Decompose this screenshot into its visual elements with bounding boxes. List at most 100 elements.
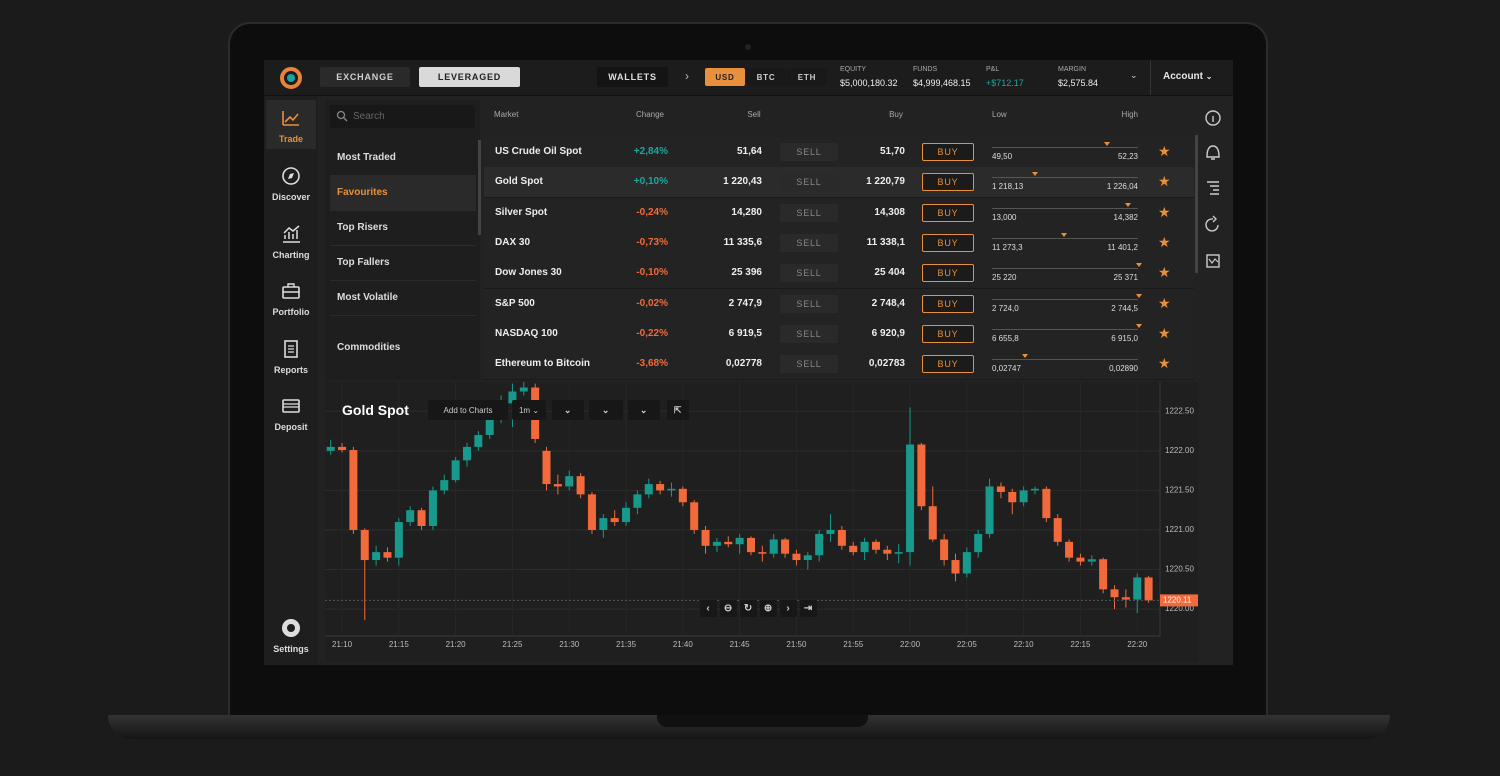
history-icon[interactable] bbox=[1205, 215, 1219, 232]
chevron-down[interactable]: ⌄ bbox=[1130, 70, 1138, 80]
favourite-star[interactable]: ★ bbox=[1158, 233, 1171, 250]
buy-button[interactable]: BUY bbox=[922, 294, 974, 313]
indicators[interactable]: ⌄ bbox=[589, 400, 623, 420]
favourite-star[interactable]: ★ bbox=[1158, 324, 1171, 341]
currency-usd[interactable]: USD bbox=[705, 68, 745, 86]
category-item[interactable]: Commodities bbox=[337, 342, 401, 353]
table-row[interactable] bbox=[484, 349, 1194, 381]
report-icon[interactable] bbox=[1206, 254, 1220, 268]
favourite-star[interactable]: ★ bbox=[1158, 143, 1171, 159]
nav-button[interactable]: ‹ bbox=[700, 600, 717, 617]
sidebar-label[interactable]: Trade bbox=[278, 134, 303, 144]
buy-button[interactable]: BUY bbox=[922, 143, 974, 161]
change: -0,24% bbox=[636, 206, 668, 218]
category-active bbox=[330, 176, 476, 210]
bell-icon[interactable] bbox=[1206, 145, 1220, 160]
currency-btc[interactable]: BTC bbox=[746, 68, 786, 86]
buy-button[interactable]: BUY bbox=[922, 233, 974, 252]
search-icon bbox=[336, 110, 348, 122]
sidebar-icon[interactable] bbox=[280, 107, 302, 129]
favourite-star[interactable]: ★ bbox=[1158, 173, 1171, 190]
category-item[interactable]: Most Volatile bbox=[337, 292, 398, 303]
favourite-star[interactable]: ★ bbox=[1158, 355, 1171, 372]
sell-button[interactable]: SELL bbox=[780, 203, 838, 222]
sidebar-icon[interactable] bbox=[280, 395, 302, 417]
sell-button[interactable]: SELL bbox=[780, 324, 838, 343]
nav-button[interactable]: ⇥ bbox=[800, 600, 817, 617]
add-to-charts[interactable]: Add to Charts bbox=[428, 400, 508, 420]
sell-button[interactable]: SELL bbox=[780, 264, 838, 283]
market-name: US Crude Oil Spot bbox=[495, 146, 582, 157]
currency-eth[interactable]: ETH bbox=[787, 68, 827, 86]
account-menu[interactable]: Account ⌄ bbox=[1163, 71, 1212, 82]
candle-body bbox=[894, 552, 903, 554]
favourite-star[interactable]: ★ bbox=[1158, 203, 1171, 220]
nav-button[interactable]: ⊕ bbox=[760, 600, 777, 617]
buy-price: 51,70 bbox=[879, 146, 905, 157]
search-box[interactable] bbox=[330, 105, 475, 128]
sell-button[interactable]: SELL bbox=[780, 233, 838, 252]
settings-icon[interactable] bbox=[280, 617, 302, 639]
x-tick-label: 21:45 bbox=[730, 640, 751, 649]
candle-body bbox=[951, 560, 960, 574]
favourite-star[interactable]: ★ bbox=[1158, 264, 1171, 281]
candle-body bbox=[724, 541, 733, 545]
candle-body bbox=[326, 446, 335, 451]
sidebar-icon[interactable] bbox=[280, 165, 302, 187]
drawing-tools[interactable]: ⌄ bbox=[628, 400, 660, 420]
sidebar-label[interactable]: Discover bbox=[271, 192, 311, 202]
low-price: 11 273,3 bbox=[992, 242, 1023, 252]
chevron-right[interactable]: › bbox=[685, 69, 689, 83]
info-icon[interactable] bbox=[1205, 110, 1221, 126]
high-price: 11 401,2 bbox=[1107, 242, 1138, 252]
category-item[interactable]: Top Fallers bbox=[337, 257, 390, 268]
category-item[interactable]: Most Traded bbox=[337, 152, 396, 163]
candle-body bbox=[667, 488, 676, 491]
x-tick-label: 21:40 bbox=[673, 640, 694, 649]
sidebar-icon[interactable] bbox=[280, 223, 302, 245]
buy-button[interactable]: BUY bbox=[922, 355, 974, 374]
sell-button[interactable]: SELL bbox=[780, 173, 838, 192]
tab-leveraged[interactable]: LEVERAGED bbox=[419, 67, 520, 87]
buy-button[interactable]: BUY bbox=[922, 173, 974, 192]
candle-body bbox=[451, 460, 460, 481]
favourite-star[interactable]: ★ bbox=[1158, 294, 1171, 311]
candle-body bbox=[860, 541, 869, 553]
buy-button[interactable]: BUY bbox=[922, 203, 974, 222]
buy-price: 6 920,9 bbox=[871, 327, 905, 339]
icon bbox=[1208, 258, 1219, 264]
category-item[interactable]: Top Risers bbox=[337, 222, 388, 233]
candle-body bbox=[678, 488, 687, 503]
category-item[interactable]: Favourites bbox=[337, 187, 388, 198]
buy-price: 25 404 bbox=[874, 267, 905, 279]
buy-button[interactable]: BUY bbox=[922, 324, 974, 343]
sidebar-label[interactable]: Deposit bbox=[274, 422, 308, 432]
column-header: Sell bbox=[747, 110, 761, 119]
list-icon[interactable] bbox=[1207, 181, 1219, 195]
sidebar-label[interactable]: Portfolio bbox=[272, 307, 310, 317]
tab-exchange[interactable]: EXCHANGE bbox=[320, 67, 410, 87]
sidebar-icon[interactable] bbox=[280, 338, 302, 360]
table-row[interactable] bbox=[484, 137, 1194, 168]
interval-select[interactable]: 1m ⌄ bbox=[512, 400, 546, 420]
sell-button[interactable]: SELL bbox=[780, 355, 838, 374]
sidebar-label[interactable]: Charting bbox=[272, 250, 310, 260]
nav-button[interactable]: ⊖ bbox=[720, 600, 737, 617]
sell-button[interactable]: SELL bbox=[780, 294, 838, 313]
y-tick-label: 1221.00 bbox=[1165, 525, 1194, 534]
change: -0,10% bbox=[636, 267, 668, 279]
sell-price: 1 220,43 bbox=[723, 176, 762, 188]
candle-body bbox=[553, 484, 562, 487]
sell-button[interactable]: SELL bbox=[780, 143, 838, 161]
sidebar-label[interactable]: Reports bbox=[273, 365, 308, 375]
stat-label: EQUITY bbox=[840, 66, 867, 73]
nav-button[interactable]: › bbox=[780, 600, 797, 617]
wallets-button[interactable]: WALLETS bbox=[597, 67, 668, 87]
sidebar-icon[interactable] bbox=[280, 280, 302, 302]
chart-type[interactable]: ⌄ bbox=[552, 400, 584, 420]
sidebar-label[interactable]: Settings bbox=[273, 644, 309, 654]
buy-button[interactable]: BUY bbox=[922, 264, 974, 283]
nav-button[interactable]: ↻ bbox=[740, 600, 757, 617]
fullscreen[interactable]: ⇱ bbox=[667, 400, 689, 420]
table-row[interactable] bbox=[484, 227, 1194, 259]
